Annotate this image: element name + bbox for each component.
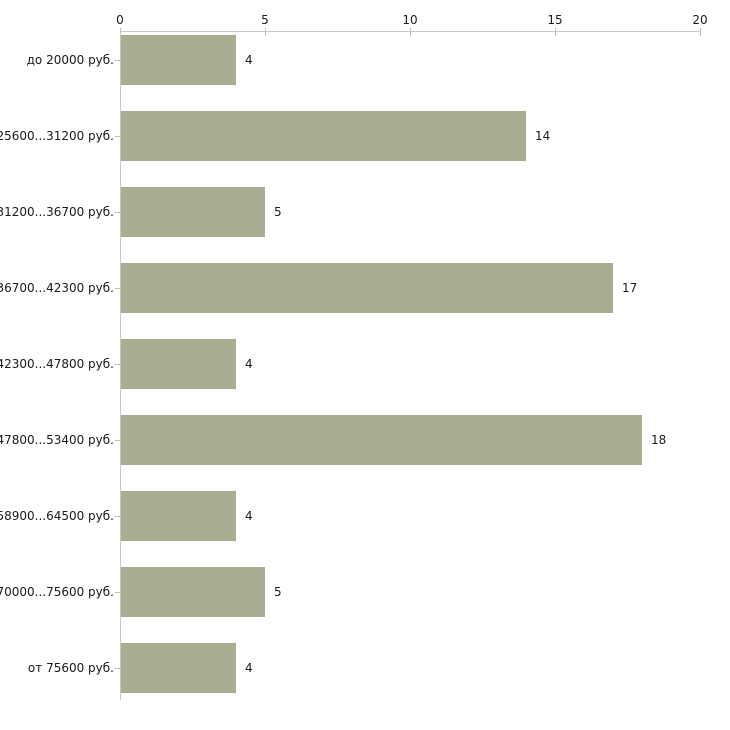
bar [121,339,236,389]
x-tick-label: 5 [261,13,269,27]
y-tick-mark [115,516,120,517]
y-tick-mark [115,136,120,137]
value-label: 5 [274,205,282,219]
y-tick-mark [115,288,120,289]
y-axis-line [120,31,121,700]
value-label: 4 [245,53,253,67]
value-label: 4 [245,661,253,675]
bar [121,187,265,237]
bar [121,491,236,541]
category-label: 47800...53400 руб. [0,433,114,447]
x-tick-label: 15 [547,13,563,27]
bar [121,415,642,465]
category-label: 36700...42300 руб. [0,281,114,295]
y-tick-mark [115,668,120,669]
y-tick-mark [115,60,120,61]
bar [121,35,236,85]
bar [121,111,526,161]
value-label: 5 [274,585,282,599]
category-label: 58900...64500 руб. [0,509,114,523]
y-tick-mark [115,440,120,441]
category-label: 42300...47800 руб. [0,357,114,371]
category-label: 70000...75600 руб. [0,585,114,599]
y-tick-mark [115,364,120,365]
x-axis-line [120,31,701,32]
x-tick-mark [265,28,266,36]
value-label: 4 [245,357,253,371]
value-label: 14 [535,129,551,143]
category-label: до 20000 руб. [26,53,114,67]
category-label: 31200...36700 руб. [0,205,114,219]
bar [121,263,613,313]
x-tick-label: 20 [692,13,708,27]
y-tick-mark [115,592,120,593]
category-label: от 75600 руб. [27,661,114,675]
value-label: 17 [622,281,638,295]
value-label: 18 [651,433,667,447]
y-tick-mark [115,212,120,213]
bar [121,643,236,693]
value-label: 4 [245,509,253,523]
bar [121,567,265,617]
category-label: 25600...31200 руб. [0,129,114,143]
x-tick-label: 10 [402,13,418,27]
x-tick-mark [410,28,411,36]
x-tick-mark [555,28,556,36]
x-tick-label: 0 [116,13,124,27]
x-tick-mark [700,28,701,36]
